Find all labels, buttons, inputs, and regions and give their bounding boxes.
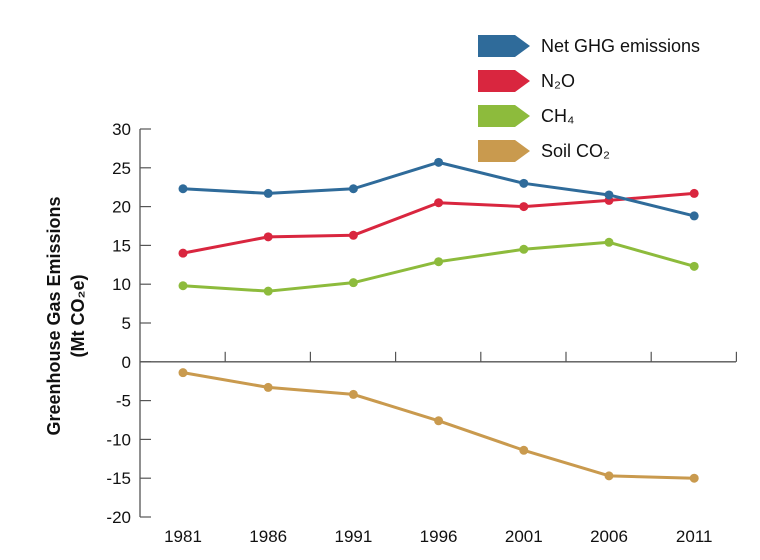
y-tick-label: 30: [112, 120, 131, 139]
y-tick-label: 20: [112, 198, 131, 217]
data-point: [263, 188, 273, 198]
data-point: [178, 248, 188, 258]
data-point: [348, 389, 358, 399]
legend-label: CH₄: [541, 106, 574, 126]
x-tick-label: 2006: [590, 527, 628, 546]
data-point: [348, 184, 358, 194]
data-point: [178, 281, 188, 291]
data-point: [348, 230, 358, 240]
data-point: [519, 445, 529, 455]
data-point: [689, 188, 699, 198]
data-point: [348, 278, 358, 288]
y-tick-label: -10: [106, 430, 131, 449]
data-point: [434, 257, 444, 267]
legend-swatch: [478, 105, 530, 127]
y-tick-label: -20: [106, 508, 131, 527]
legend: Net GHG emissions N₂O CH₄ Soil CO₂: [478, 35, 700, 162]
series-line: [182, 371, 695, 480]
x-tick-label: 1981: [164, 527, 202, 546]
data-point: [178, 184, 188, 194]
y-axis-ticks: 30 25 20 15 10 5 0 -5 -10 -15 -20: [106, 120, 151, 527]
data-point: [689, 261, 699, 271]
y-tick-label: -5: [116, 392, 131, 411]
legend-swatch: [478, 140, 530, 162]
y-axis-title-line-2: (Mt CO₂e): [68, 275, 88, 358]
data-point: [604, 471, 614, 481]
legend-swatch: [478, 70, 530, 92]
legend-label: Soil CO₂: [541, 141, 610, 161]
x-tick-label: 1996: [420, 527, 458, 546]
data-point: [263, 286, 273, 296]
data-point: [434, 157, 444, 167]
x-tick-label: 2011: [676, 527, 713, 546]
legend-item: Net GHG emissions: [478, 35, 700, 57]
legend-swatch: [478, 35, 530, 57]
y-tick-label: 10: [112, 275, 131, 294]
data-point: [263, 382, 273, 392]
data-point: [604, 190, 614, 200]
data-point: [689, 473, 699, 483]
series-soil-co: [178, 368, 699, 483]
data-point: [604, 237, 614, 247]
data-point: [519, 178, 529, 188]
legend-label: N₂O: [541, 71, 575, 91]
legend-label: Net GHG emissions: [541, 36, 700, 56]
data-point: [178, 368, 188, 378]
series-ch: [178, 237, 699, 296]
x-tick-label: 1986: [249, 527, 287, 546]
data-point: [689, 211, 699, 221]
series-line: [182, 160, 695, 218]
y-tick-label: 5: [122, 314, 131, 333]
series-layer: [178, 157, 699, 483]
legend-item: CH₄: [478, 105, 574, 127]
series-net-ghg-emissions: [178, 157, 699, 221]
chart-axes: [139, 129, 736, 517]
data-point: [434, 416, 444, 426]
y-tick-label: 0: [122, 353, 131, 372]
data-point: [519, 202, 529, 212]
data-point: [434, 198, 444, 208]
x-tick-label: 2001: [505, 527, 543, 546]
x-tick-label: 1991: [334, 527, 372, 546]
legend-item: Soil CO₂: [478, 140, 610, 162]
legend-item: N₂O: [478, 70, 575, 92]
y-tick-label: -15: [106, 469, 131, 488]
y-tick-label: 25: [112, 159, 131, 178]
data-point: [519, 244, 529, 254]
y-tick-label: 15: [112, 236, 131, 255]
series-line: [182, 240, 695, 293]
x-axis-ticks: 1981 1986 1991 1996 2001 2006 2011: [164, 351, 738, 546]
data-point: [263, 232, 273, 242]
y-axis-title-line-1: Greenhouse Gas Emissions: [44, 196, 64, 435]
